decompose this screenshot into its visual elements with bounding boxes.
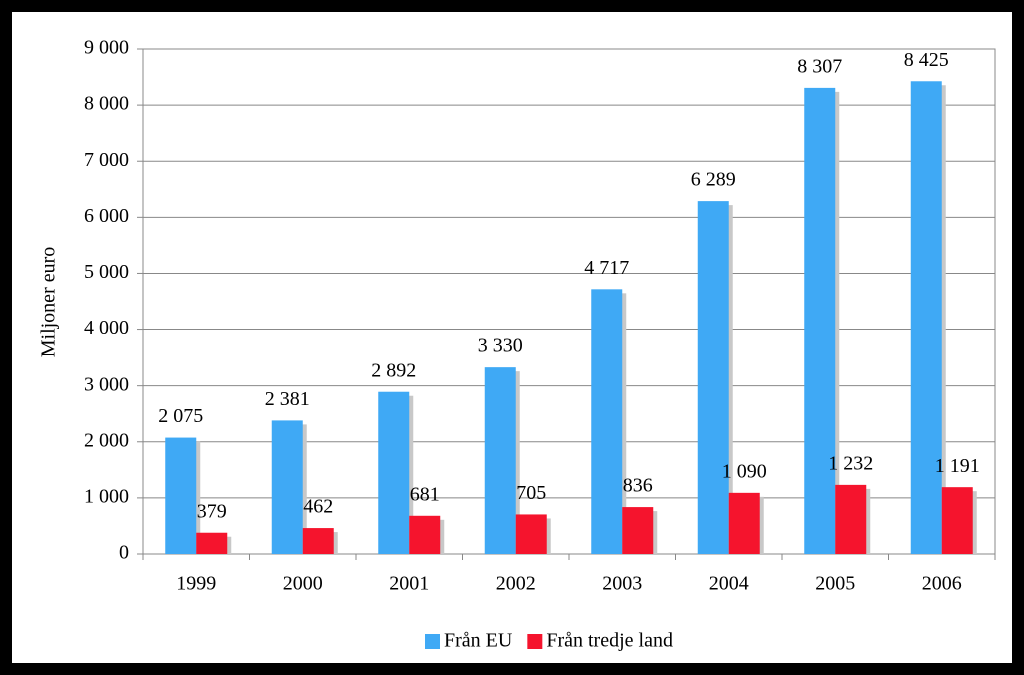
y-axis-label: Miljoner euro (38, 247, 60, 358)
y-tick-label: 9 000 (84, 37, 129, 59)
data-label: 2 075 (158, 405, 203, 427)
data-label: 1 191 (935, 455, 980, 477)
bar (196, 532, 228, 554)
bar (515, 514, 547, 554)
bar (165, 437, 197, 554)
y-tick-label: 4 000 (84, 317, 129, 339)
bar (302, 528, 334, 554)
bar (622, 507, 654, 554)
plot-area (142, 48, 996, 555)
bar (728, 492, 760, 554)
bar (484, 367, 516, 554)
data-label: 6 289 (691, 169, 736, 191)
data-label: 462 (303, 496, 333, 518)
data-label: 3 330 (478, 335, 523, 357)
data-label: 8 425 (904, 49, 949, 71)
bar (941, 487, 973, 554)
y-tick-label: 5 000 (84, 261, 129, 283)
bar (271, 420, 303, 554)
x-tick-label: 2006 (922, 573, 962, 595)
legend-swatch (527, 634, 543, 649)
x-tick-label: 2001 (389, 573, 429, 595)
data-label: 1 090 (722, 460, 767, 482)
x-tick-label: 2004 (709, 573, 749, 595)
data-label: 379 (197, 500, 227, 522)
x-tick-label: 2002 (496, 573, 536, 595)
data-label: 2 892 (371, 359, 416, 381)
y-tick-label: 7 000 (84, 149, 129, 171)
y-tick-label: 8 000 (84, 93, 129, 115)
data-label: 705 (516, 482, 546, 504)
x-tick-label: 2005 (815, 573, 855, 595)
bar (378, 391, 410, 554)
y-tick-label: 3 000 (84, 373, 129, 395)
data-label: 2 381 (265, 388, 310, 410)
y-tick-label: 0 (119, 542, 129, 564)
data-label: 681 (410, 483, 440, 505)
legend-label: Från tredje land (546, 630, 673, 652)
bar (697, 201, 729, 554)
x-tick-label: 1999 (176, 573, 216, 595)
legend-swatch (425, 634, 440, 649)
data-label: 836 (623, 475, 653, 497)
data-label: 1 232 (828, 452, 873, 474)
bar (409, 515, 441, 554)
bar (804, 87, 836, 554)
data-label: 8 307 (797, 55, 842, 77)
bar (591, 289, 623, 554)
bar (835, 484, 867, 554)
legend-label: Från EU (444, 630, 513, 652)
y-tick-label: 6 000 (84, 205, 129, 227)
x-tick-label: 2000 (283, 573, 323, 595)
bar (910, 81, 942, 554)
x-tick-label: 2003 (602, 573, 642, 595)
data-label: 4 717 (584, 257, 629, 279)
y-tick-label: 1 000 (84, 485, 129, 507)
y-tick-label: 2 000 (84, 429, 129, 451)
